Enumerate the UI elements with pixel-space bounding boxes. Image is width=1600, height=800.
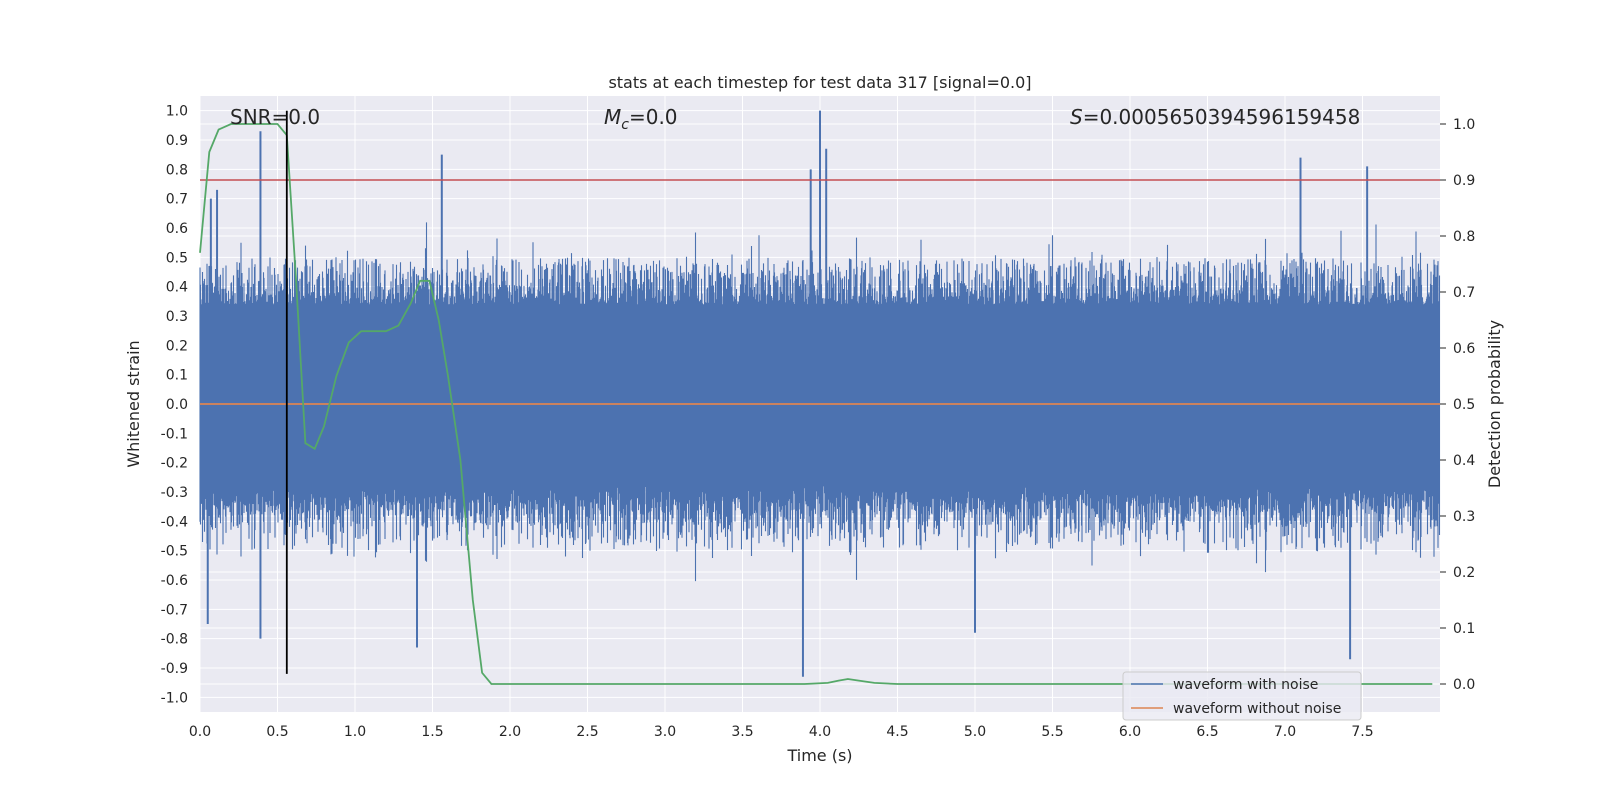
- y-right-axis-ticks: 1.0 0.9 0.8 0.7 0.6 0.5 0.4 0.3 0.2 0.1 0.0: [1440, 117, 1475, 693]
- y-right-tick-label: 0.0: [1453, 677, 1475, 693]
- y-left-tick-label: -0.1: [161, 426, 188, 442]
- legend: waveform with noise waveform without noi…: [1122, 671, 1362, 721]
- y-left-tick-label: -0.2: [161, 456, 188, 472]
- x-tick-label: 3.5: [731, 724, 753, 740]
- y-right-tick-label: 1.0: [1453, 117, 1475, 133]
- y-left-tick-label: -0.7: [161, 602, 188, 618]
- legend-box: [1122, 671, 1362, 721]
- y-left-tick-label: 0.0: [166, 397, 188, 413]
- s-symbol: S: [1070, 105, 1083, 129]
- y-left-tick-label: 0.2: [166, 338, 188, 354]
- series-detection-probability: [199, 123, 1433, 685]
- y-right-tick-label: 0.5: [1453, 397, 1475, 413]
- x-axis-label: Time (s): [786, 746, 852, 765]
- y-left-tick-label: 0.6: [166, 221, 188, 237]
- x-axis-ticks: 0.0 0.5 1.0 1.5 2.0 2.5 3.0 3.5 4.0 4.5 5.0 5.5 6.0 6…: [189, 724, 1374, 740]
- y-left-axis-ticks: 1.0 0.9 0.8 0.7 0.6 0.5 0.4 0.3 0.2 0.1 0.0 -0.1 -0.…: [161, 104, 188, 707]
- x-tick-label: 3.0: [654, 724, 676, 740]
- y-right-tick-label: 0.7: [1453, 285, 1475, 301]
- x-tick-label: 2.5: [576, 724, 598, 740]
- y-left-tick-label: 0.9: [166, 133, 188, 149]
- x-tick-label: 0.0: [189, 724, 211, 740]
- y-left-tick-label: 0.8: [166, 162, 188, 178]
- y-left-tick-label: 0.1: [166, 368, 188, 384]
- y-right-tick-label: 0.3: [1453, 509, 1475, 525]
- y-left-tick-label: -0.3: [161, 485, 188, 501]
- x-tick-label: 4.0: [809, 724, 831, 740]
- y-left-tick-label: -0.6: [161, 573, 188, 589]
- x-tick-label: 7.0: [1274, 724, 1296, 740]
- x-tick-label: 1.5: [421, 724, 443, 740]
- x-tick-label: 4.5: [886, 724, 908, 740]
- mc-value: =0.0: [629, 105, 678, 129]
- mc-symbol: M: [604, 105, 621, 129]
- y-left-axis-label: Whitened strain: [124, 340, 143, 467]
- y-right-tick-label: 0.9: [1453, 173, 1475, 189]
- x-tick-label: 6.0: [1119, 724, 1141, 740]
- mc-subscript: c: [621, 117, 629, 133]
- y-right-tick-label: 0.6: [1453, 341, 1475, 357]
- snr-annotation: SNR=0.0: [230, 105, 320, 129]
- legend-label-waveform-without-noise: waveform without noise: [1173, 701, 1341, 717]
- x-tick-label: 1.0: [344, 724, 366, 740]
- series-layer: [199, 110, 1441, 685]
- x-tick-label: 5.5: [1041, 724, 1063, 740]
- y-left-tick-label: 0.7: [166, 192, 188, 208]
- y-left-tick-label: -1.0: [161, 690, 188, 706]
- y-left-tick-label: -0.4: [161, 514, 188, 530]
- y-right-tick-label: 0.1: [1453, 621, 1475, 637]
- y-left-tick-label: -0.8: [161, 632, 188, 648]
- y-left-tick-label: -0.5: [161, 544, 188, 560]
- chart-title: stats at each timestep for test data 317…: [608, 73, 1031, 92]
- mc-annotation: Mc=0.0: [604, 105, 678, 133]
- y-left-tick-label: -0.9: [161, 661, 188, 677]
- y-left-tick-label: 1.0: [166, 104, 188, 120]
- s-value: =0.0005650394596159458: [1083, 105, 1361, 129]
- s-annotation: S=0.0005650394596159458: [1070, 105, 1360, 129]
- y-left-tick-label: 0.4: [166, 280, 188, 296]
- y-right-tick-label: 0.4: [1453, 453, 1475, 469]
- x-tick-label: 6.5: [1196, 724, 1218, 740]
- y-right-tick-label: 0.2: [1453, 565, 1475, 581]
- y-right-tick-label: 0.8: [1453, 229, 1475, 245]
- x-tick-label: 0.5: [266, 724, 288, 740]
- y-left-tick-label: 0.3: [166, 309, 188, 325]
- x-tick-label: 5.0: [964, 724, 986, 740]
- y-left-tick-label: 0.5: [166, 250, 188, 266]
- x-tick-label: 7.5: [1351, 724, 1373, 740]
- y-right-axis-label: Detection probability: [1485, 320, 1504, 488]
- legend-label-waveform-with-noise: waveform with noise: [1173, 677, 1318, 693]
- x-tick-label: 2.0: [499, 724, 521, 740]
